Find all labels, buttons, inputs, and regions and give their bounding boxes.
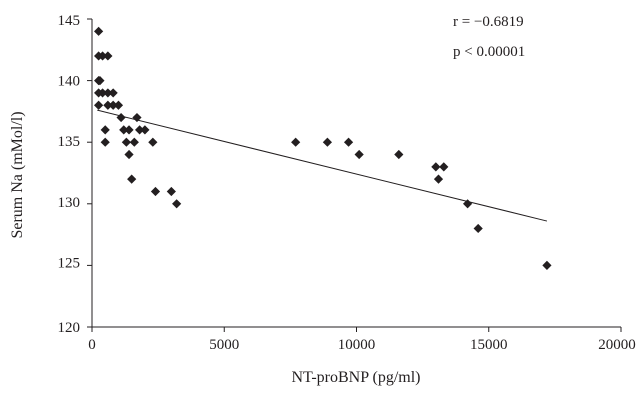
data-point — [431, 162, 441, 172]
y-tick-label-1: 125 — [58, 255, 81, 271]
x-tick-label-1: 5000 — [209, 337, 239, 353]
data-point — [97, 51, 108, 61]
y-tick-label-2: 130 — [58, 195, 81, 211]
data-point — [103, 88, 113, 98]
data-point — [119, 125, 129, 135]
x-axis-title: NT-proBNP (pg/ml) — [291, 369, 420, 386]
data-point — [291, 137, 301, 147]
data-point — [439, 162, 449, 172]
ticks — [87, 18, 622, 332]
data-point — [103, 51, 113, 61]
data-point — [121, 137, 131, 147]
data-point — [542, 260, 552, 270]
data-point — [150, 186, 161, 197]
x-tick-label-0: 0 — [88, 337, 96, 353]
data-point — [108, 100, 118, 110]
y-tick-label-5: 145 — [58, 13, 81, 29]
x-tick-label-2: 10000 — [338, 337, 376, 353]
x-tick-label-3: 15000 — [470, 337, 508, 353]
data-point — [94, 100, 104, 110]
p-value-annotation: p < 0.00001 — [453, 44, 525, 60]
data-point — [113, 100, 124, 110]
axes — [91, 19, 621, 328]
data-points — [94, 26, 552, 270]
data-point — [94, 26, 104, 36]
data-point — [129, 137, 139, 147]
correlation-annotation: r = −0.6819 — [453, 14, 524, 30]
data-point — [95, 76, 105, 86]
data-point — [108, 88, 118, 98]
y-tick-label-3: 135 — [58, 134, 81, 150]
data-point — [100, 137, 110, 147]
y-tick-label-4: 140 — [58, 74, 81, 90]
data-point — [166, 186, 176, 197]
data-point — [148, 137, 158, 147]
data-point — [354, 149, 364, 160]
data-point — [462, 199, 473, 209]
data-point — [100, 125, 110, 135]
data-point — [124, 149, 134, 160]
trend-line — [97, 109, 548, 222]
data-point — [343, 137, 354, 147]
data-point — [473, 223, 483, 234]
data-point — [135, 125, 145, 135]
data-point — [124, 125, 134, 135]
data-point — [116, 112, 126, 123]
y-axis-title: Serum Na (mMol/l) — [9, 111, 26, 238]
data-point — [394, 149, 404, 160]
tick-labels: 0 5000 10000 15000 20000 120 125 130 135… — [58, 13, 636, 353]
data-point — [433, 174, 444, 184]
x-tick-label-4: 20000 — [598, 337, 636, 353]
data-point — [172, 199, 182, 209]
data-point — [97, 88, 108, 98]
data-point — [103, 100, 113, 110]
y-tick-label-0: 120 — [58, 320, 81, 336]
data-point — [322, 137, 333, 147]
data-point — [127, 174, 137, 184]
data-point — [140, 125, 150, 135]
